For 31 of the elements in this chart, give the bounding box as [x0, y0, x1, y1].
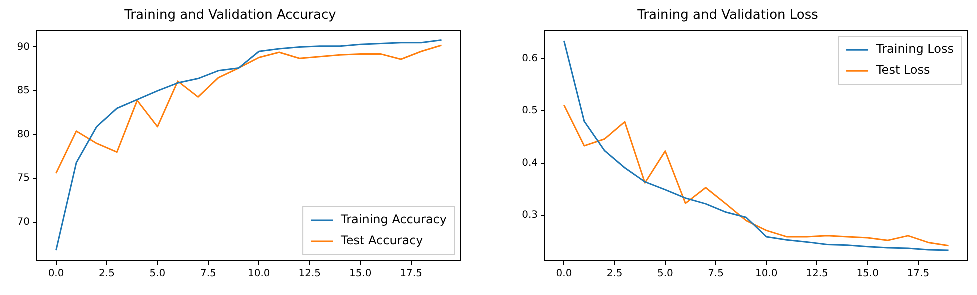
y-tick-label: 0.3 [522, 210, 538, 222]
x-tick-label: 0.0 [556, 268, 572, 280]
x-tick-label: 15.0 [349, 268, 372, 280]
x-tick-label: 15.0 [856, 268, 879, 280]
legend-label: Training Accuracy [340, 212, 448, 227]
x-tick-label: 2.5 [606, 268, 623, 280]
x-tick-label: 5.0 [150, 268, 166, 280]
chart-title: Training and Validation Loss [636, 8, 819, 24]
x-tick-label: 0.0 [48, 268, 64, 280]
legend-label: Test Loss [876, 63, 930, 78]
x-tick-label: 10.0 [248, 268, 270, 280]
x-tick-label: 7.5 [200, 268, 216, 280]
y-tick-label: 70 [17, 217, 30, 228]
y-tick-label: 0.4 [522, 158, 538, 169]
legend-label: Test Accuracy [340, 234, 424, 248]
y-tick-label: 80 [17, 129, 30, 140]
x-tick-label: 12.5 [806, 268, 828, 280]
x-tick-label: 17.5 [400, 268, 422, 280]
y-tick-label: 85 [17, 86, 30, 97]
x-tick-label: 2.5 [99, 268, 115, 280]
x-tick-label: 10.0 [755, 268, 778, 280]
legend-label: Training Loss [876, 42, 954, 56]
y-tick-label: 90 [17, 42, 30, 53]
y-tick-label: 0.6 [522, 53, 538, 64]
x-tick-label: 17.5 [907, 268, 930, 280]
x-tick-label: 5.0 [657, 268, 674, 280]
y-tick-label: 0.5 [522, 106, 538, 117]
y-tick-label: 75 [17, 173, 30, 184]
chart-title: Training and Validation Accuracy [124, 8, 337, 24]
x-tick-label: 7.5 [708, 268, 724, 280]
x-tick-label: 12.5 [298, 268, 321, 280]
